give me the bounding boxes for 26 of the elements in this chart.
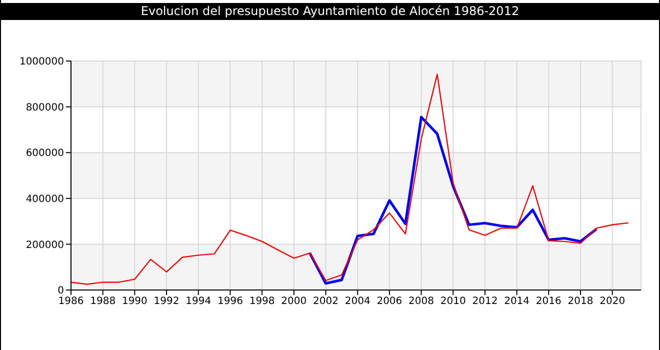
x-tick-label: 1998 bbox=[249, 296, 275, 308]
x-tick-label: 1994 bbox=[186, 296, 212, 308]
x-tick-label: 2004 bbox=[344, 296, 370, 308]
x-tick-label: 2016 bbox=[536, 296, 562, 308]
y-tick-label: 1000000 bbox=[19, 56, 64, 68]
y-tick-label: 600000 bbox=[26, 148, 64, 160]
y-tick-label: 0 bbox=[58, 286, 64, 297]
x-tick-label: 1992 bbox=[154, 296, 180, 308]
x-tick-label: 2002 bbox=[313, 296, 338, 308]
y-tick-label: 200000 bbox=[26, 240, 64, 251]
x-tick-label: 2000 bbox=[281, 296, 307, 308]
x-tick-label: 1990 bbox=[122, 296, 148, 308]
y-tick-label: 800000 bbox=[26, 102, 64, 114]
x-tick-label: 1986 bbox=[58, 296, 84, 308]
x-tick-label: 1996 bbox=[217, 296, 243, 308]
x-tick-label: 2008 bbox=[408, 296, 434, 308]
chart-title: Evolucion del presupuesto Ayuntamiento de Alocén 1986-2012 bbox=[1, 3, 659, 20]
x-tick-label: 2012 bbox=[472, 296, 498, 308]
x-tick-label: 2020 bbox=[600, 296, 626, 308]
x-tick-label: 2014 bbox=[504, 296, 530, 308]
y-tick-label: 400000 bbox=[26, 194, 64, 205]
line-series bbox=[71, 74, 629, 285]
x-tick-label: 2006 bbox=[376, 296, 402, 308]
x-tick-label: 1988 bbox=[90, 296, 116, 308]
x-tick-label: 2010 bbox=[440, 296, 466, 308]
x-tick-label: 2018 bbox=[568, 296, 594, 308]
